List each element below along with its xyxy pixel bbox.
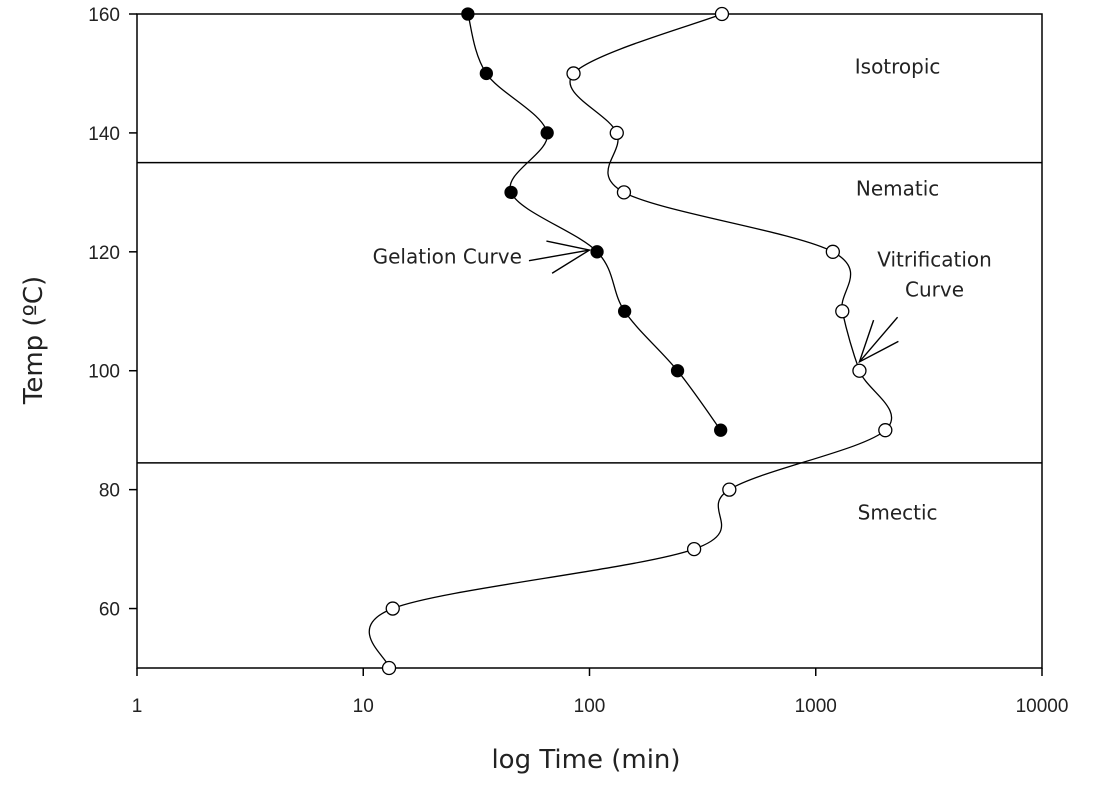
annotation-label: Curve [905, 277, 964, 301]
y-tick-label: 80 [99, 481, 120, 502]
series-2-point [722, 482, 737, 497]
y-tick-label: 100 [88, 362, 120, 383]
x-tick-label: 10000 [1016, 696, 1069, 717]
y-tick-label: 120 [88, 243, 120, 264]
series-1-point [504, 185, 518, 200]
series-1-point [714, 423, 728, 437]
annotation-label: Gelation Curve [373, 245, 522, 269]
annotation-arrows [528, 240, 899, 364]
annotation-arrowhead [858, 319, 899, 364]
annotation-arrowhead [546, 240, 592, 274]
series-1-point [479, 66, 493, 81]
region-label: Isotropic [855, 54, 941, 78]
series-2-point [852, 363, 867, 378]
y-axis-title: Temp (ºC) [19, 276, 49, 405]
x-tick-label: 1000 [795, 696, 837, 717]
series-2-line [368, 13, 893, 669]
annotation-label: Vitrification [877, 248, 992, 272]
series-2-point [616, 185, 632, 200]
x-axis: 1 10 100 1000 10000 [132, 668, 1069, 717]
series-1-point [590, 245, 604, 259]
series-2-point [835, 304, 850, 319]
series-1-line [467, 13, 722, 431]
y-tick-label: 160 [88, 5, 120, 26]
series-2-point [381, 660, 397, 676]
annotation-arrow [528, 249, 590, 262]
y-tick-label: 140 [88, 124, 120, 145]
series-1-point [461, 7, 475, 21]
series-2-point [878, 423, 893, 438]
series-1-point [670, 364, 685, 378]
phase-boundaries [137, 161, 1042, 464]
series-1-point [617, 304, 632, 318]
x-tick-label: 1 [132, 696, 143, 717]
y-tick-label: 60 [99, 600, 120, 621]
x-tick-label: 10 [353, 696, 374, 717]
series-2-point [825, 244, 840, 259]
region-label: Nematic [856, 176, 939, 200]
series-2-point [385, 601, 400, 616]
y-axis: 60 80 100 120 140 160 [88, 5, 137, 621]
series-curves [368, 13, 893, 669]
series-2-point [566, 66, 581, 81]
plot-frame [136, 13, 1043, 669]
series-1-point [540, 126, 554, 140]
series-2-point [686, 541, 702, 557]
x-axis-title: log Time (min) [491, 745, 680, 775]
annotation-arrow [858, 316, 899, 363]
series-2-point [609, 125, 624, 141]
chart-labels: Isotropic Nematic Smectic Gelation Curve Vit… [373, 54, 992, 524]
x-tick-label: 100 [574, 696, 606, 717]
series-2-point [714, 6, 730, 22]
plot-area [136, 6, 1043, 676]
series-markers [381, 6, 893, 676]
region-label: Smectic [858, 500, 938, 524]
